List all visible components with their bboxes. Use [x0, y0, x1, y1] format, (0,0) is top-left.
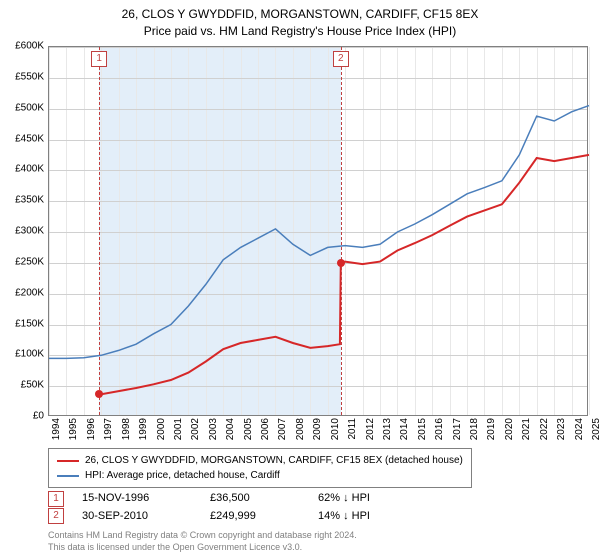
y-axis-label: £50K — [21, 380, 44, 391]
y-axis-label: £500K — [15, 102, 44, 113]
x-axis-label: 2001 — [173, 418, 184, 440]
sale-point-dot — [337, 259, 345, 267]
sale-point-dot — [95, 390, 103, 398]
x-axis-label: 2002 — [190, 418, 201, 440]
legend-label-hpi: HPI: Average price, detached house, Card… — [85, 468, 280, 483]
event-price-2: £249,999 — [210, 508, 300, 526]
x-axis-label: 2013 — [382, 418, 393, 440]
event-dashed-line — [341, 47, 342, 415]
x-axis-label: 2005 — [243, 418, 254, 440]
x-axis-label: 1996 — [86, 418, 97, 440]
x-axis-label: 2003 — [208, 418, 219, 440]
y-axis-label: £300K — [15, 226, 44, 237]
x-axis-label: 2024 — [574, 418, 585, 440]
events-table: 1 15-NOV-1996 £36,500 62% ↓ HPI 2 30-SEP… — [48, 490, 408, 525]
x-axis-label: 2025 — [591, 418, 600, 440]
series-price_paid — [99, 155, 589, 395]
legend-label-price: 26, CLOS Y GWYDDFID, MORGANSTOWN, CARDIF… — [85, 453, 463, 468]
gridline-v — [589, 47, 590, 415]
plot-area: 12 — [48, 46, 588, 416]
legend: 26, CLOS Y GWYDDFID, MORGANSTOWN, CARDIF… — [48, 448, 472, 488]
x-axis-label: 2022 — [539, 418, 550, 440]
x-axis-label: 2018 — [469, 418, 480, 440]
series-svg — [49, 47, 589, 417]
footer: Contains HM Land Registry data © Crown c… — [48, 530, 357, 553]
x-axis-label: 2021 — [521, 418, 532, 440]
series-hpi — [49, 106, 589, 359]
y-axis-label: £200K — [15, 287, 44, 298]
event-date-2: 30-SEP-2010 — [82, 508, 192, 526]
event-price-1: £36,500 — [210, 490, 300, 508]
x-axis-label: 2014 — [399, 418, 410, 440]
footer-line2: This data is licensed under the Open Gov… — [48, 542, 357, 554]
x-axis-label: 1998 — [121, 418, 132, 440]
y-axis-label: £550K — [15, 71, 44, 82]
x-axis-label: 2011 — [347, 418, 358, 440]
event-date-1: 15-NOV-1996 — [82, 490, 192, 508]
x-axis-label: 2015 — [417, 418, 428, 440]
x-axis-label: 2004 — [225, 418, 236, 440]
event-diff-1: 62% ↓ HPI — [318, 490, 408, 508]
legend-item-hpi: HPI: Average price, detached house, Card… — [57, 468, 463, 483]
x-axis-label: 2000 — [156, 418, 167, 440]
x-axis-label: 1995 — [68, 418, 79, 440]
x-axis-label: 2016 — [434, 418, 445, 440]
y-axis-label: £600K — [15, 41, 44, 52]
x-axis-label: 2009 — [312, 418, 323, 440]
y-axis-label: £400K — [15, 164, 44, 175]
legend-swatch-price — [57, 460, 79, 462]
y-axis-label: £450K — [15, 133, 44, 144]
title-line2: Price paid vs. HM Land Registry's House … — [0, 23, 600, 40]
x-axis-label: 2020 — [504, 418, 515, 440]
event-num-1: 1 — [48, 491, 64, 507]
x-axis-label: 1999 — [138, 418, 149, 440]
legend-item-price: 26, CLOS Y GWYDDFID, MORGANSTOWN, CARDIF… — [57, 453, 463, 468]
event-num-2: 2 — [48, 508, 64, 524]
event-marker-box: 2 — [333, 51, 349, 67]
y-axis-label: £100K — [15, 349, 44, 360]
chart-area: 12 £0£50K£100K£150K£200K£250K£300K£350K£… — [48, 46, 588, 416]
x-axis-label: 2023 — [556, 418, 567, 440]
x-axis-label: 2008 — [295, 418, 306, 440]
x-axis-label: 2019 — [486, 418, 497, 440]
event-marker-box: 1 — [91, 51, 107, 67]
x-axis-label: 1997 — [103, 418, 114, 440]
x-axis-label: 1994 — [51, 418, 62, 440]
event-row-2: 2 30-SEP-2010 £249,999 14% ↓ HPI — [48, 508, 408, 526]
y-axis-label: £150K — [15, 318, 44, 329]
x-axis-label: 2010 — [330, 418, 341, 440]
x-axis-label: 2006 — [260, 418, 271, 440]
event-row-1: 1 15-NOV-1996 £36,500 62% ↓ HPI — [48, 490, 408, 508]
x-axis-label: 2007 — [277, 418, 288, 440]
x-axis-label: 2012 — [365, 418, 376, 440]
y-axis-label: £0 — [33, 411, 44, 422]
event-dashed-line — [99, 47, 100, 415]
y-axis-label: £250K — [15, 256, 44, 267]
title-block: 26, CLOS Y GWYDDFID, MORGANSTOWN, CARDIF… — [0, 0, 600, 40]
event-diff-2: 14% ↓ HPI — [318, 508, 408, 526]
footer-line1: Contains HM Land Registry data © Crown c… — [48, 530, 357, 542]
title-line1: 26, CLOS Y GWYDDFID, MORGANSTOWN, CARDIF… — [0, 6, 600, 23]
y-axis-label: £350K — [15, 195, 44, 206]
chart-container: 26, CLOS Y GWYDDFID, MORGANSTOWN, CARDIF… — [0, 0, 600, 560]
legend-swatch-hpi — [57, 475, 79, 477]
x-axis-label: 2017 — [452, 418, 463, 440]
